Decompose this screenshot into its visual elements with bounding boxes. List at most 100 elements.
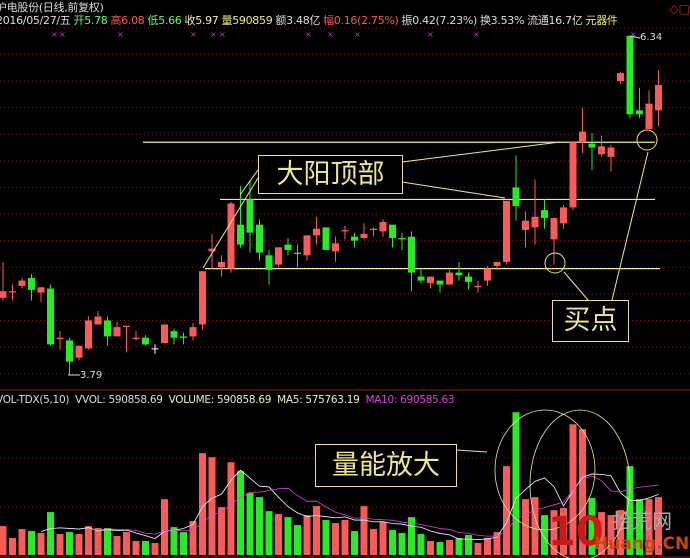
candle-body <box>512 187 520 207</box>
window-controls-icon[interactable]: ◇□ <box>669 2 690 16</box>
signal-marker-icon: × <box>190 30 197 39</box>
volume-bar <box>579 429 586 555</box>
candle-body <box>85 320 92 349</box>
volume-indicator-name[interactable]: VOL-TDX(5,10) <box>0 394 70 406</box>
volume-bar <box>142 540 149 555</box>
watermark-number: 10 <box>548 509 604 555</box>
candle-body <box>104 320 111 337</box>
candle-body <box>170 331 178 338</box>
candle-body <box>607 147 615 157</box>
volume-bar <box>47 512 54 555</box>
candle-body <box>446 272 453 285</box>
candle-body <box>56 337 64 340</box>
candle-body <box>645 103 653 129</box>
watermark-cn: 拾荒网 <box>612 509 672 533</box>
volume-bar <box>170 527 178 555</box>
candle-body <box>370 228 377 231</box>
high-price-marker: 6.34 <box>640 32 663 43</box>
annotation-buy-label: 买点 <box>552 300 629 342</box>
signal-marker-icon: × <box>327 30 334 39</box>
ma5-line <box>40 469 659 541</box>
candle-body <box>47 288 54 345</box>
candle-body <box>417 276 425 281</box>
volume-bar <box>208 457 216 555</box>
candle-body <box>560 207 567 224</box>
candle-body <box>132 337 140 340</box>
candle-body <box>398 238 406 240</box>
high-marker-pointer <box>629 35 641 39</box>
candle-body <box>28 277 35 290</box>
volume-highlight-circle <box>494 409 596 531</box>
volume-bar <box>531 497 539 555</box>
candle-body <box>360 234 368 239</box>
volume-bar <box>56 534 64 555</box>
signal-marker-icon: × <box>427 30 434 39</box>
quote-turnover: 换3.53% <box>479 14 525 27</box>
volume-bar <box>465 535 472 555</box>
candle-body <box>465 276 472 282</box>
candle-body <box>569 142 577 208</box>
annotation-volume-label: 量能放大 <box>315 444 457 487</box>
volume-highlight-circle <box>529 409 631 558</box>
candle-body <box>389 224 396 239</box>
volume-bar <box>427 540 434 555</box>
quote-amplitude: 振0.42(7.23%) <box>401 14 478 27</box>
quote-high: 高6.08 <box>110 14 145 27</box>
volume-bar <box>446 540 453 555</box>
candle-body <box>237 224 244 245</box>
candle-body <box>436 280 444 285</box>
volume-bar <box>104 528 111 555</box>
candle-body <box>189 327 197 337</box>
volume-bar <box>522 499 529 555</box>
volume-bar <box>37 533 45 555</box>
quote-low: 低5.66 <box>147 14 182 27</box>
quote-industry[interactable]: 元器件 <box>585 14 618 27</box>
candle-body <box>408 236 415 273</box>
candle-body <box>0 291 7 298</box>
volume-bar <box>256 497 263 555</box>
volume-bar <box>28 530 35 555</box>
volume-bar <box>18 529 26 555</box>
volume-bar <box>94 528 102 555</box>
volume-bar <box>237 471 244 555</box>
candle-body <box>522 220 529 231</box>
volume-bar <box>550 510 558 555</box>
volume-bar <box>9 538 16 555</box>
signal-marker-icon: × <box>630 30 637 39</box>
volume-bar <box>598 512 605 555</box>
candle-body <box>37 287 45 293</box>
candle-body <box>588 143 596 148</box>
candle-body <box>379 222 387 232</box>
candle-body <box>427 276 434 284</box>
signal-marker-icon: × <box>354 30 361 39</box>
volume-bar <box>351 530 358 555</box>
volume-bar <box>0 526 7 555</box>
annotation-arrow <box>239 169 259 196</box>
volume-bar <box>626 466 634 555</box>
volume-bar <box>360 506 368 555</box>
volume-bar <box>113 535 121 555</box>
volume-bar <box>655 497 662 555</box>
quote-amount: 额3.48亿 <box>275 14 321 27</box>
candle-body <box>265 255 273 270</box>
candle-body <box>341 230 349 232</box>
candle-body <box>550 218 558 240</box>
volume-bar <box>455 538 463 555</box>
candle-body <box>303 235 311 256</box>
candle-body <box>541 210 548 219</box>
volume-bar <box>636 499 643 555</box>
volume-bar <box>275 514 282 555</box>
candle-body <box>579 131 586 143</box>
ma5-value: MA5: 575763.19 <box>277 394 360 406</box>
quote-volume: 量590859 <box>221 14 273 27</box>
volume-bar <box>493 532 501 555</box>
ma10-line <box>88 475 659 537</box>
candle-body <box>598 146 605 155</box>
candle-body <box>94 316 102 325</box>
candle-body <box>66 340 73 362</box>
candle-body <box>227 203 235 269</box>
watermark-en: Huang.CN <box>594 534 690 554</box>
candle-body <box>484 268 491 281</box>
